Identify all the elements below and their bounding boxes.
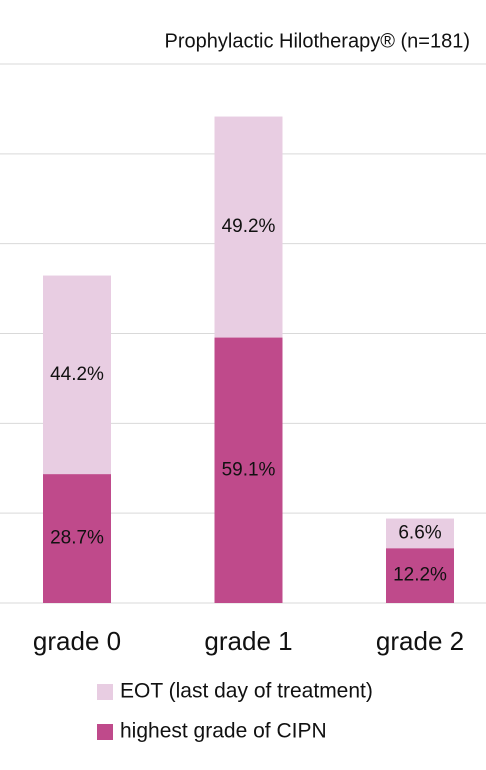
legend-swatch bbox=[97, 684, 113, 700]
x-tick-label: grade 0 bbox=[33, 626, 121, 656]
bar-segment bbox=[43, 275, 111, 475]
chart-title: Prophylactic Hilotherapy® (n=181) bbox=[165, 30, 470, 52]
data-label: 12.2% bbox=[393, 565, 447, 586]
data-label: 44.2% bbox=[50, 364, 104, 385]
bar-segment bbox=[386, 518, 454, 549]
legend-label: highest grade of CIPN bbox=[120, 720, 327, 743]
bar-segment bbox=[386, 548, 454, 603]
data-label: 28.7% bbox=[50, 528, 104, 549]
bar-segment bbox=[43, 474, 111, 603]
bar-segment bbox=[214, 116, 283, 338]
data-label: 6.6% bbox=[398, 522, 441, 543]
data-label: 49.2% bbox=[222, 216, 276, 237]
legend-swatch bbox=[97, 724, 113, 740]
x-tick-label: grade 2 bbox=[376, 626, 464, 656]
bar-segment bbox=[214, 337, 283, 603]
data-label: 59.1% bbox=[222, 459, 276, 480]
x-tick-label: grade 1 bbox=[204, 626, 292, 656]
legend-label: EOT (last day of treatment) bbox=[120, 680, 373, 703]
